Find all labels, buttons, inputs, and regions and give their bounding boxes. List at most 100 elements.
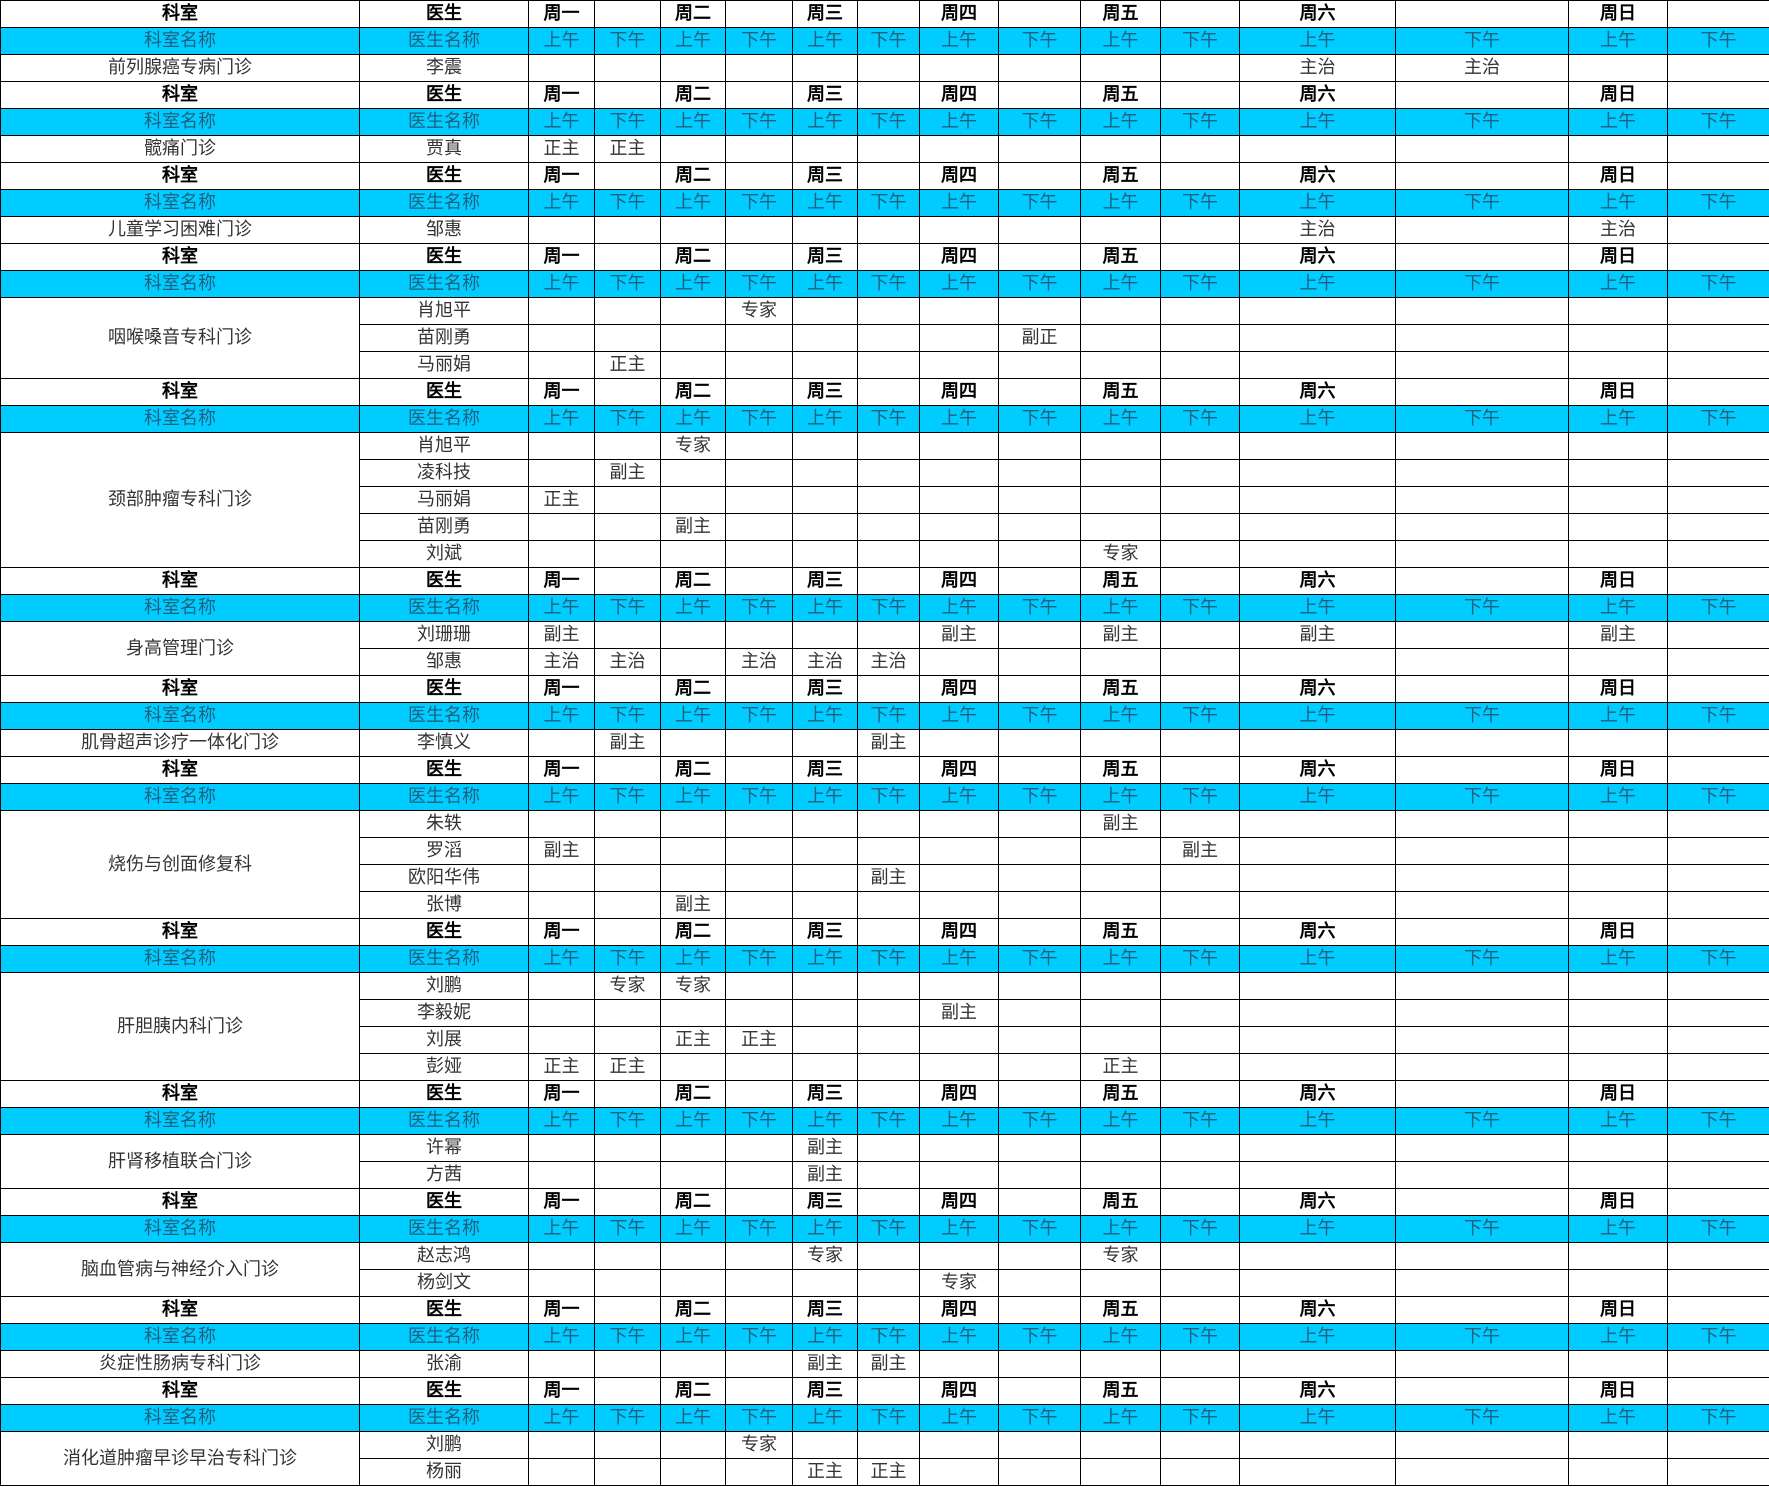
header-cell: 周二 <box>660 243 726 271</box>
schedule-slot <box>857 351 920 379</box>
schedule-slot <box>1568 324 1668 352</box>
doctor-name: 张博 <box>359 891 529 919</box>
subheader-cell: 医生名称 <box>359 405 529 433</box>
schedule-slot <box>1160 297 1240 325</box>
subheader-cell: 上午 <box>660 270 726 298</box>
doctor-name: 苗刚勇 <box>359 324 529 352</box>
header-cell: 周四 <box>919 1188 999 1216</box>
header-cell: 周一 <box>528 1080 595 1108</box>
doctor-name: 马丽娟 <box>359 486 529 514</box>
header-cell: 周五 <box>1080 567 1161 595</box>
header-cell: 周五 <box>1080 1296 1161 1324</box>
schedule-slot: 副正 <box>998 324 1081 352</box>
subheader-cell: 下午 <box>1667 189 1769 217</box>
table-row: 肌骨超声诊疗一体化门诊 李慎义 副主 副主 <box>0 729 1769 757</box>
subheader-cell: 下午 <box>1160 1215 1240 1243</box>
schedule-slot <box>1395 1350 1569 1378</box>
schedule-slot <box>1239 135 1396 163</box>
schedule-slot <box>594 1350 661 1378</box>
subheader-cell: 下午 <box>1160 594 1240 622</box>
subheader-cell: 下午 <box>725 702 793 730</box>
header-cell <box>1395 378 1569 406</box>
schedule-slot <box>528 297 595 325</box>
schedule-slot <box>1395 810 1569 838</box>
subheader-cell: 上午 <box>528 270 595 298</box>
header-cell <box>1395 567 1569 595</box>
schedule-slot <box>1667 810 1769 838</box>
subheader-cell: 下午 <box>998 1323 1081 1351</box>
schedule-slot <box>725 810 793 838</box>
schedule-slot <box>1080 1161 1161 1189</box>
subheader-cell: 上午 <box>660 594 726 622</box>
header-cell: 周一 <box>528 162 595 190</box>
schedule-slot <box>1667 621 1769 649</box>
schedule-slot <box>1239 486 1396 514</box>
header-cell <box>594 243 661 271</box>
header-cell: 周日 <box>1568 567 1668 595</box>
subheader-cell: 上午 <box>1239 108 1396 136</box>
schedule-slot <box>594 1458 661 1486</box>
subheader-cell: 下午 <box>857 783 920 811</box>
subheader-cell: 下午 <box>725 108 793 136</box>
subheader-cell: 下午 <box>1395 189 1569 217</box>
subheader-cell: 医生名称 <box>359 27 529 55</box>
subheader-cell: 上午 <box>660 1404 726 1432</box>
schedule-slot <box>792 432 858 460</box>
schedule-slot <box>1667 459 1769 487</box>
subheader-cell: 上午 <box>919 27 999 55</box>
department-name: 肌骨超声诊疗一体化门诊 <box>0 729 360 757</box>
table-row: 身高管理门诊 刘珊珊 副主 副主 副主 副主 副主 <box>0 621 1769 676</box>
subheader-cell: 上午 <box>919 189 999 217</box>
schedule-slot <box>1568 135 1668 163</box>
schedule-slot <box>1160 810 1240 838</box>
schedule-slot <box>1667 729 1769 757</box>
doctor-name: 马丽娟 <box>359 351 529 379</box>
header-cell: 周一 <box>528 0 595 28</box>
header-cell <box>998 675 1081 703</box>
doctor-name: 赵志鸿 <box>359 1242 529 1270</box>
schedule-slot <box>528 351 595 379</box>
schedule-slot <box>998 621 1081 649</box>
schedule-slot <box>1160 459 1240 487</box>
subheader-row: 科室名称 医生名称 上午 下午 上午 下午 上午 下午 上午 下午 上午 下午 上午 下午 上午 下午 <box>0 1404 1769 1432</box>
table-row: 颈部肿瘤专科门诊 肖旭平 专家 <box>0 432 1769 568</box>
schedule-slot <box>1395 486 1569 514</box>
table-row: 罗滔 副主 副主 <box>1 837 1769 865</box>
header-cell <box>594 1296 661 1324</box>
schedule-slot: 副主 <box>919 999 999 1027</box>
subheader-cell: 下午 <box>725 1404 793 1432</box>
schedule-slot <box>528 540 595 568</box>
schedule-slot <box>919 513 999 541</box>
table-row: 马丽娟 正主 <box>1 486 1769 514</box>
subheader-cell: 上午 <box>792 1404 858 1432</box>
header-cell: 周二 <box>660 81 726 109</box>
subheader-cell: 医生名称 <box>359 783 529 811</box>
subheader-cell: 下午 <box>1395 405 1569 433</box>
subheader-cell: 下午 <box>1667 594 1769 622</box>
schedule-slot <box>1239 540 1396 568</box>
schedule-slot <box>1160 432 1240 460</box>
schedule-slot <box>1568 729 1668 757</box>
header-cell: 周四 <box>919 81 999 109</box>
doctor-name: 罗滔 <box>359 837 529 865</box>
header-cell: 周一 <box>528 243 595 271</box>
header-cell: 周四 <box>919 162 999 190</box>
schedule-slot <box>1080 1269 1161 1297</box>
subheader-cell: 下午 <box>1667 1323 1769 1351</box>
schedule-slot: 副主 <box>792 1350 858 1378</box>
schedule-slot <box>998 486 1081 514</box>
schedule-slot <box>660 297 726 325</box>
table-row: 张博 副主 <box>1 891 1769 919</box>
schedule-slot <box>1160 1161 1240 1189</box>
schedule-slot <box>1568 999 1668 1027</box>
header-cell: 周三 <box>792 81 858 109</box>
header-cell: 科室 <box>0 1296 360 1324</box>
schedule-slot <box>857 54 920 82</box>
schedule-slot <box>1568 1026 1668 1054</box>
header-cell <box>998 81 1081 109</box>
schedule-slot <box>792 540 858 568</box>
header-cell: 周五 <box>1080 918 1161 946</box>
header-cell <box>594 378 661 406</box>
subheader-cell: 上午 <box>1568 1107 1668 1135</box>
header-cell: 周五 <box>1080 1377 1161 1405</box>
